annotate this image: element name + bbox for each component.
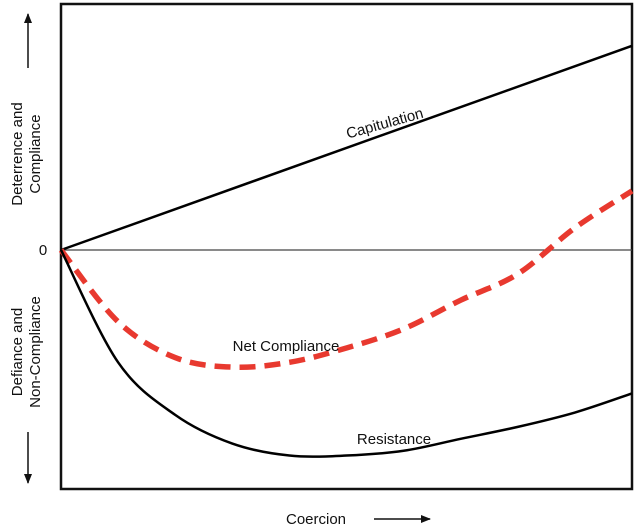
series-line-capitulation: [60, 44, 633, 252]
series-label-resistance: Resistance: [357, 431, 431, 448]
series-label-capitulation: Capitulation: [344, 105, 425, 143]
series-label-net-compliance: Net Compliance: [233, 338, 340, 355]
y-label-bottom: Defiance and Non-Compliance: [9, 296, 44, 408]
y-label-bottom-line-2: Non-Compliance: [27, 296, 44, 408]
y-zero-label: 0: [39, 242, 47, 259]
y-label-top: Deterrence and Compliance: [9, 102, 44, 205]
plot-frame: [59, 2, 634, 491]
y-label-top-line-2: Compliance: [27, 114, 44, 193]
series-line-resistance: [59, 249, 633, 458]
y-label-top-line-1: Deterrence and: [9, 102, 26, 205]
x-axis-label: Coercion: [286, 511, 346, 528]
y-label-bottom-line-1: Defiance and: [9, 308, 26, 396]
series-line-net-compliance: [58, 188, 634, 371]
series-layer: [58, 44, 634, 458]
